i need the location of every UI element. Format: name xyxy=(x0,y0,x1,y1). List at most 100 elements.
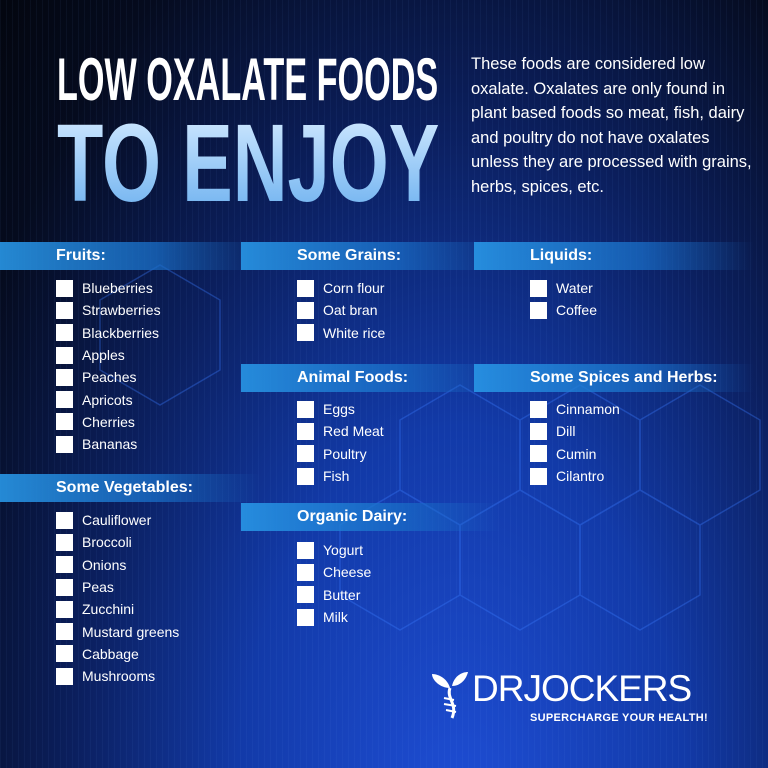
checkbox[interactable] xyxy=(56,346,73,364)
item-label: Blueberries xyxy=(82,280,153,297)
list-item: Blackberries xyxy=(56,322,161,344)
item-label: Blackberries xyxy=(82,324,160,341)
list-item: Poultry xyxy=(297,443,384,465)
checkbox[interactable] xyxy=(56,435,73,453)
item-label: Apples xyxy=(82,347,125,364)
item-label: Peas xyxy=(82,579,114,596)
item-label: Water xyxy=(556,280,593,297)
checkbox[interactable] xyxy=(56,645,73,663)
checkbox[interactable] xyxy=(56,368,73,386)
list-item: Cheese xyxy=(297,561,371,583)
checkbox[interactable] xyxy=(56,578,73,596)
header-label: Fruits: xyxy=(56,247,106,264)
list-item: Cherries xyxy=(56,411,161,433)
header-animal: Animal Foods: xyxy=(241,364,501,392)
list-item: Water xyxy=(530,277,597,299)
checkbox[interactable] xyxy=(297,324,314,342)
item-label: Poultry xyxy=(323,445,367,462)
drjockers-logo: DRJOCKERS SUPERCHARGE YOUR HEALTH! xyxy=(430,670,730,730)
checkbox[interactable] xyxy=(297,586,314,604)
list-item: Red Meat xyxy=(297,420,384,442)
item-label: Cumin xyxy=(556,445,597,462)
item-label: Corn flour xyxy=(323,280,385,297)
list-item: Yogurt xyxy=(297,539,371,561)
list-item: Cauliflower xyxy=(56,509,179,531)
list-item: Oat bran xyxy=(297,299,385,321)
list-item: Dill xyxy=(530,420,620,442)
header-label: Organic Dairy: xyxy=(297,508,408,525)
list-liquids: Water Coffee xyxy=(530,277,597,322)
item-label: Red Meat xyxy=(323,423,384,440)
list-item: Cumin xyxy=(530,443,620,465)
item-label: Broccoli xyxy=(82,534,132,551)
checkbox[interactable] xyxy=(56,413,73,431)
checkbox[interactable] xyxy=(530,279,547,297)
checkbox[interactable] xyxy=(297,445,314,463)
header-fruits: Fruits: xyxy=(0,242,260,270)
checkbox[interactable] xyxy=(56,667,73,685)
checkbox[interactable] xyxy=(56,623,73,641)
checkbox[interactable] xyxy=(56,556,73,574)
list-grains: Corn flour Oat bran White rice xyxy=(297,277,385,344)
header-label: Some Spices and Herbs: xyxy=(530,369,718,386)
checkbox[interactable] xyxy=(530,467,547,485)
header-label: Some Grains: xyxy=(297,247,402,264)
checkbox[interactable] xyxy=(56,600,73,618)
checkbox[interactable] xyxy=(297,301,314,319)
list-item: Onions xyxy=(56,554,179,576)
list-item: Eggs xyxy=(297,398,384,420)
item-label: Cheese xyxy=(323,564,372,581)
checkbox[interactable] xyxy=(297,541,314,559)
list-item: Peas xyxy=(56,576,179,598)
item-label: Dill xyxy=(556,423,576,440)
list-item: Zucchini xyxy=(56,598,179,620)
checkbox[interactable] xyxy=(56,533,73,551)
list-item: Broccoli xyxy=(56,531,179,553)
item-label: Strawberries xyxy=(82,302,161,319)
list-fruits: Blueberries Strawberries Blackberries Apple… xyxy=(56,277,161,455)
list-item: Fish xyxy=(297,465,384,487)
item-label: Cauliflower xyxy=(82,512,152,529)
item-label: Milk xyxy=(323,609,348,626)
checkbox[interactable] xyxy=(56,511,73,529)
item-label: Cinnamon xyxy=(556,401,620,418)
list-dairy: Yogurt Cheese Butter Milk xyxy=(297,539,371,628)
checkbox[interactable] xyxy=(56,279,73,297)
item-label: Cilantro xyxy=(556,468,605,485)
list-item: Peaches xyxy=(56,366,161,388)
item-label: Zucchini xyxy=(82,601,135,618)
checkbox[interactable] xyxy=(56,301,73,319)
title-line-1: LOW OXALATE FOODS xyxy=(57,46,439,113)
leaf-dna-icon xyxy=(432,672,468,719)
logo-tagline: SUPERCHARGE YOUR HEALTH! xyxy=(530,712,708,724)
list-item: Apricots xyxy=(56,388,161,410)
header-label: Some Vegetables: xyxy=(56,479,193,496)
checkbox[interactable] xyxy=(56,391,73,409)
checkbox[interactable] xyxy=(297,608,314,626)
checkbox[interactable] xyxy=(297,422,314,440)
checkbox[interactable] xyxy=(530,422,547,440)
title-line-2: TO ENJOY xyxy=(57,102,440,225)
item-label: Coffee xyxy=(556,302,597,319)
checkbox[interactable] xyxy=(297,279,314,297)
list-item: Cilantro xyxy=(530,465,620,487)
item-label: Eggs xyxy=(323,401,355,418)
item-label: White rice xyxy=(323,324,386,341)
list-item: Milk xyxy=(297,606,371,628)
item-label: Bananas xyxy=(82,436,138,453)
checkbox[interactable] xyxy=(297,563,314,581)
checkbox[interactable] xyxy=(297,400,314,418)
list-item: Mushrooms xyxy=(56,665,179,687)
header-dairy: Organic Dairy: xyxy=(241,503,501,531)
checkbox[interactable] xyxy=(530,301,547,319)
item-label: Peaches xyxy=(82,369,137,386)
item-label: Cabbage xyxy=(82,645,139,662)
item-label: Butter xyxy=(323,586,361,603)
item-label: Apricots xyxy=(82,391,133,408)
checkbox[interactable] xyxy=(56,324,73,342)
list-item: Apples xyxy=(56,344,161,366)
checkbox[interactable] xyxy=(530,400,547,418)
checkbox[interactable] xyxy=(530,445,547,463)
checkbox[interactable] xyxy=(297,467,314,485)
list-item: Bananas xyxy=(56,433,161,455)
